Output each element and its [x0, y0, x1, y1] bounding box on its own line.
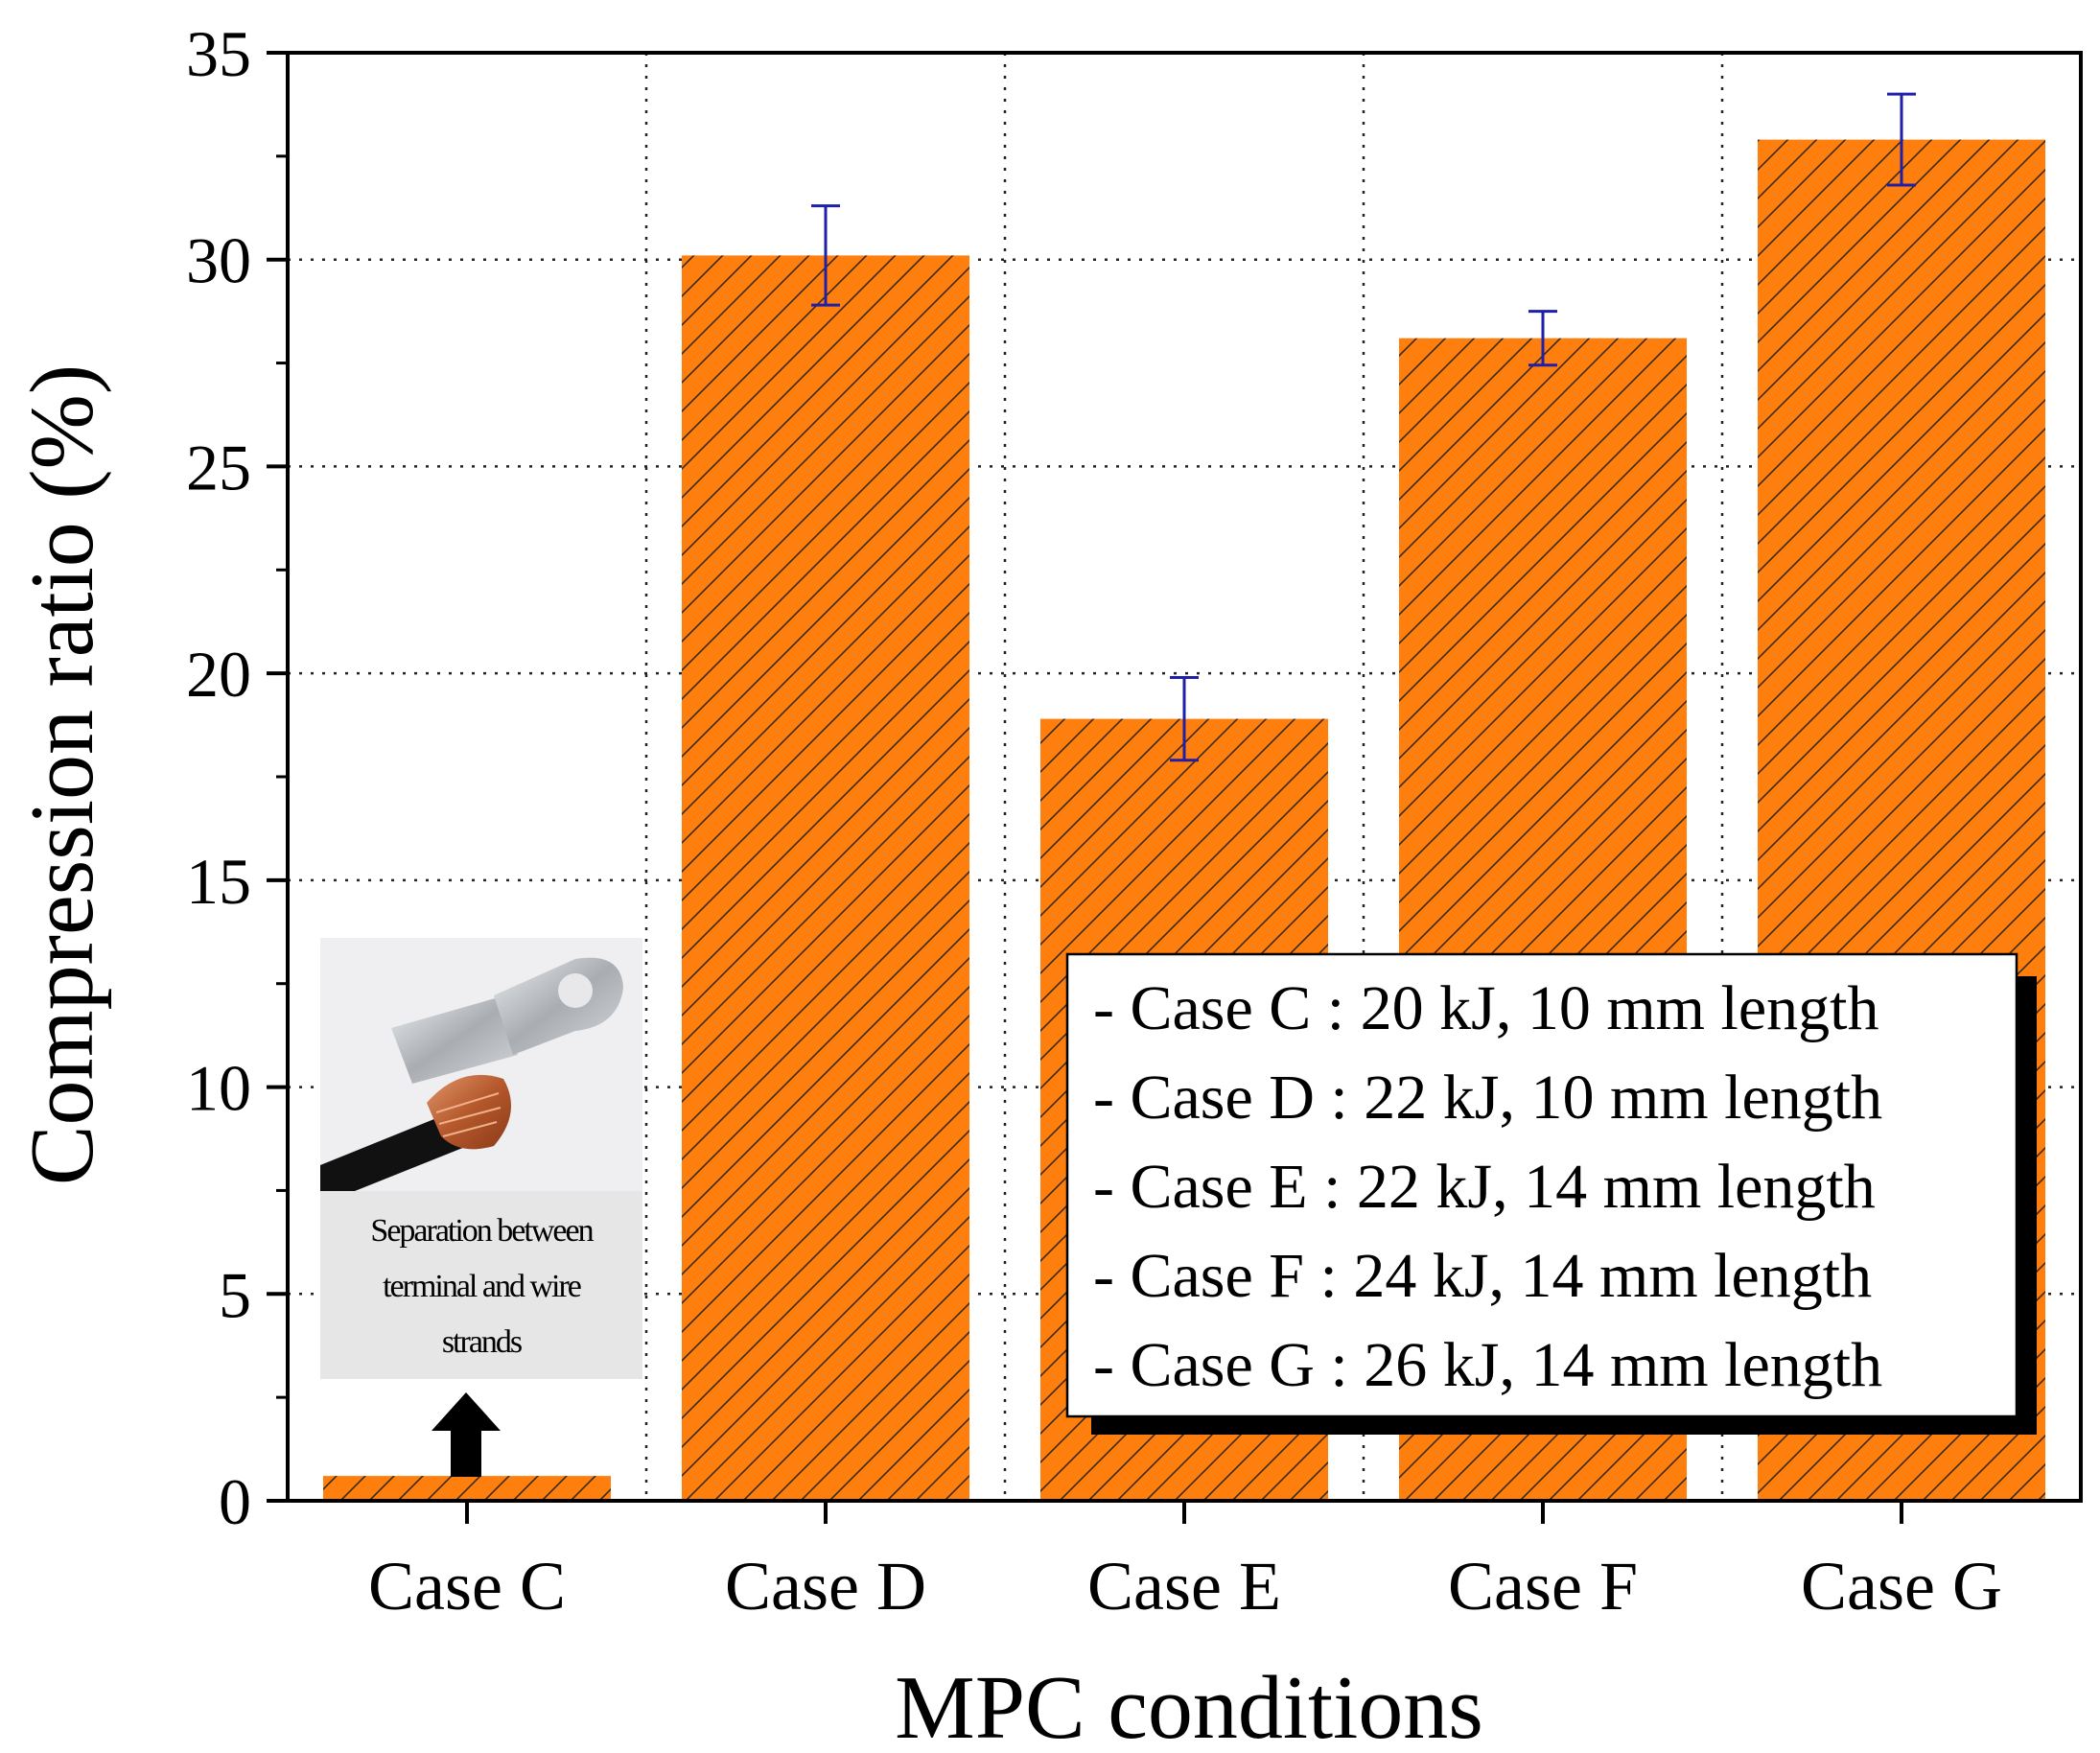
legend-entry: - Case E : 22 kJ, 14 mm length — [1093, 1152, 1876, 1222]
legend-box — [1065, 952, 2018, 1418]
x-axis-title: MPC conditions — [895, 1658, 1483, 1753]
bar-hatch — [682, 255, 969, 1501]
y-axis-ticks: 0 5 10 15 20 25 30 35 — [186, 17, 288, 1538]
inset-annotation: Separation between terminal and wire str… — [320, 938, 642, 1477]
x-tick-label: Case C — [368, 1548, 566, 1624]
y-tick-label: 25 — [186, 431, 251, 503]
legend-entry: - Case D : 22 kJ, 10 mm length — [1093, 1063, 1882, 1133]
y-tick-label: 5 — [219, 1258, 251, 1331]
y-tick-label: 10 — [186, 1052, 251, 1125]
legend-entry: - Case F : 24 kJ, 14 mm length — [1093, 1241, 1872, 1311]
y-tick-label: 20 — [186, 638, 251, 711]
x-tick-label: Case E — [1087, 1548, 1281, 1624]
legend: - Case C : 20 kJ, 10 mm length - Case D :… — [1065, 952, 2037, 1435]
y-tick-label: 0 — [219, 1465, 251, 1538]
legend-entry: - Case C : 20 kJ, 10 mm length — [1093, 973, 1878, 1043]
annotation-line-2: terminal and wire — [383, 1269, 581, 1304]
annotation-line-3: strands — [442, 1324, 522, 1360]
error-bars — [811, 92, 1916, 762]
x-tick-label: Case D — [725, 1548, 926, 1624]
y-tick-label: 35 — [186, 17, 251, 90]
wire-terminal-photo — [320, 938, 642, 1191]
y-tick-label: 30 — [186, 224, 251, 297]
bar-hatch — [323, 1476, 611, 1501]
y-tick-label: 15 — [186, 845, 251, 918]
x-tick-label: Case F — [1448, 1548, 1638, 1624]
x-axis-ticks: Case C Case D Case E Case F Case G — [368, 1501, 2002, 1624]
y-axis-title: Compression ratio (%) — [12, 364, 112, 1185]
up-arrow-icon — [432, 1392, 501, 1477]
x-tick-label: Case G — [1801, 1548, 2002, 1624]
annotation-line-1: Separation between — [370, 1213, 594, 1249]
legend-entry: - Case G : 26 kJ, 14 mm length — [1093, 1330, 1882, 1400]
